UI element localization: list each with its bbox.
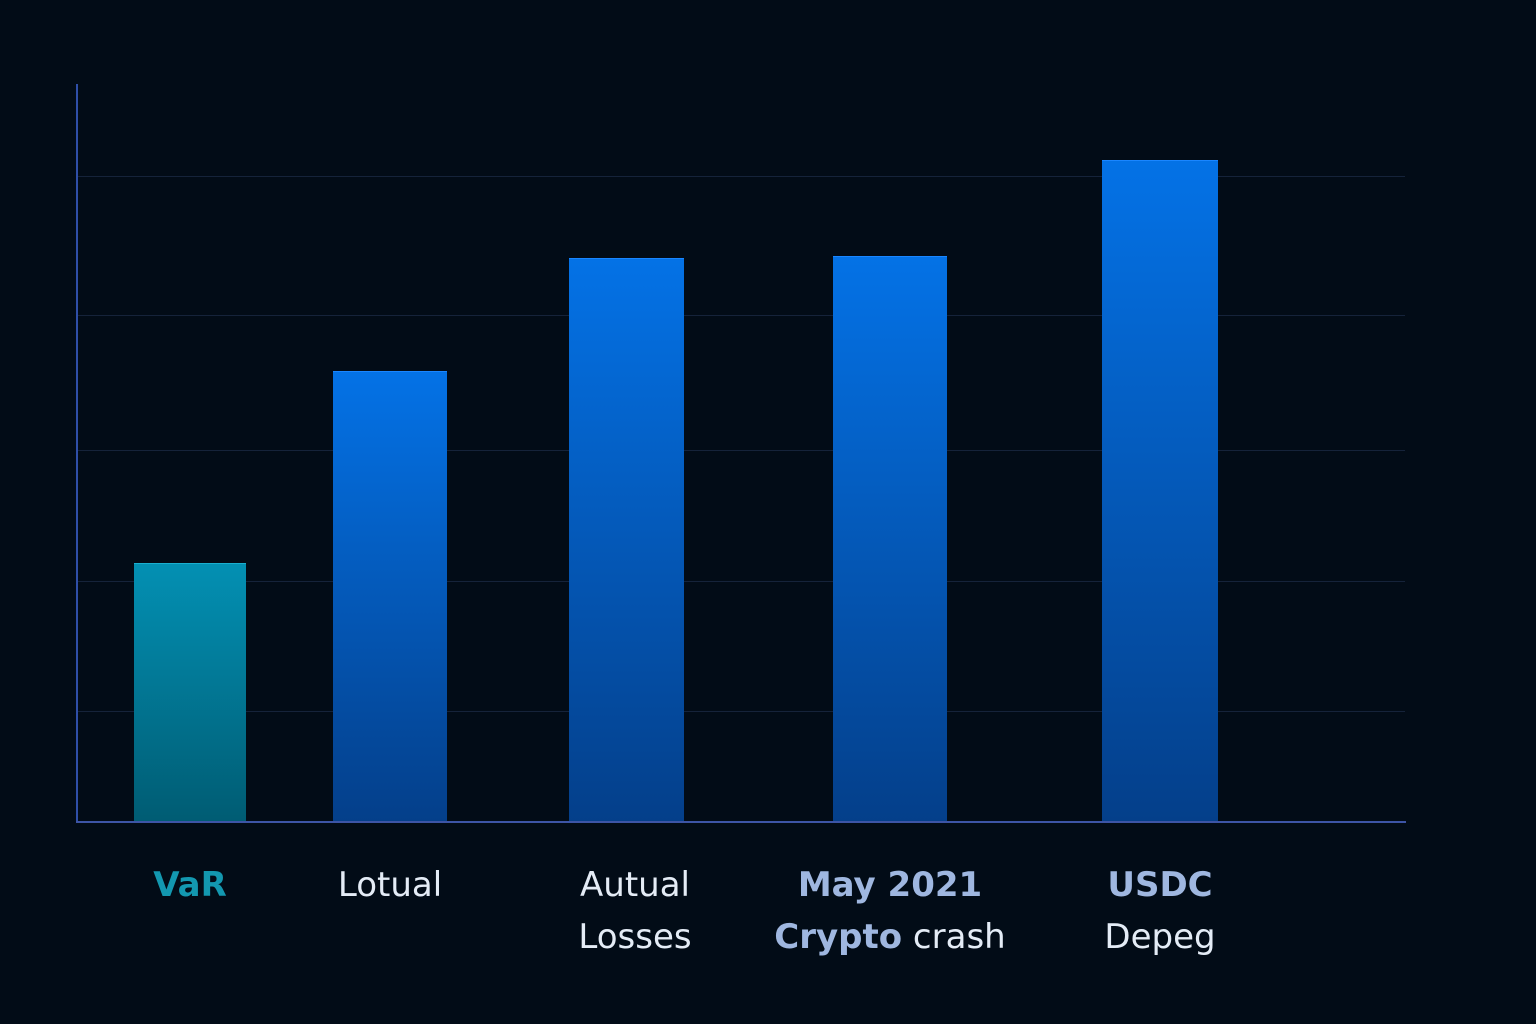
bar-usdc-depeg	[1102, 160, 1218, 822]
x-label-lotual: Lotual	[337, 865, 443, 905]
gridline	[78, 711, 1405, 712]
x-label-usdc-depeg: USDC Depeg	[1104, 865, 1216, 957]
bar-var	[134, 563, 246, 822]
gridline	[78, 315, 1405, 316]
y-axis	[76, 84, 78, 823]
bar-may-2021-crypto-crash	[833, 256, 947, 822]
x-label-may-2021-crypto-crash: May 2021 Crypto crash	[774, 865, 1006, 957]
bar-lotual	[333, 371, 447, 822]
gridline	[78, 176, 1405, 177]
x-label-autual-losses: Autual Losses	[578, 865, 692, 957]
x-axis	[76, 821, 1406, 823]
gridline	[78, 450, 1405, 451]
gridline	[78, 581, 1405, 582]
x-label-var: VaR	[153, 865, 227, 905]
bar-autual-losses	[569, 258, 684, 822]
